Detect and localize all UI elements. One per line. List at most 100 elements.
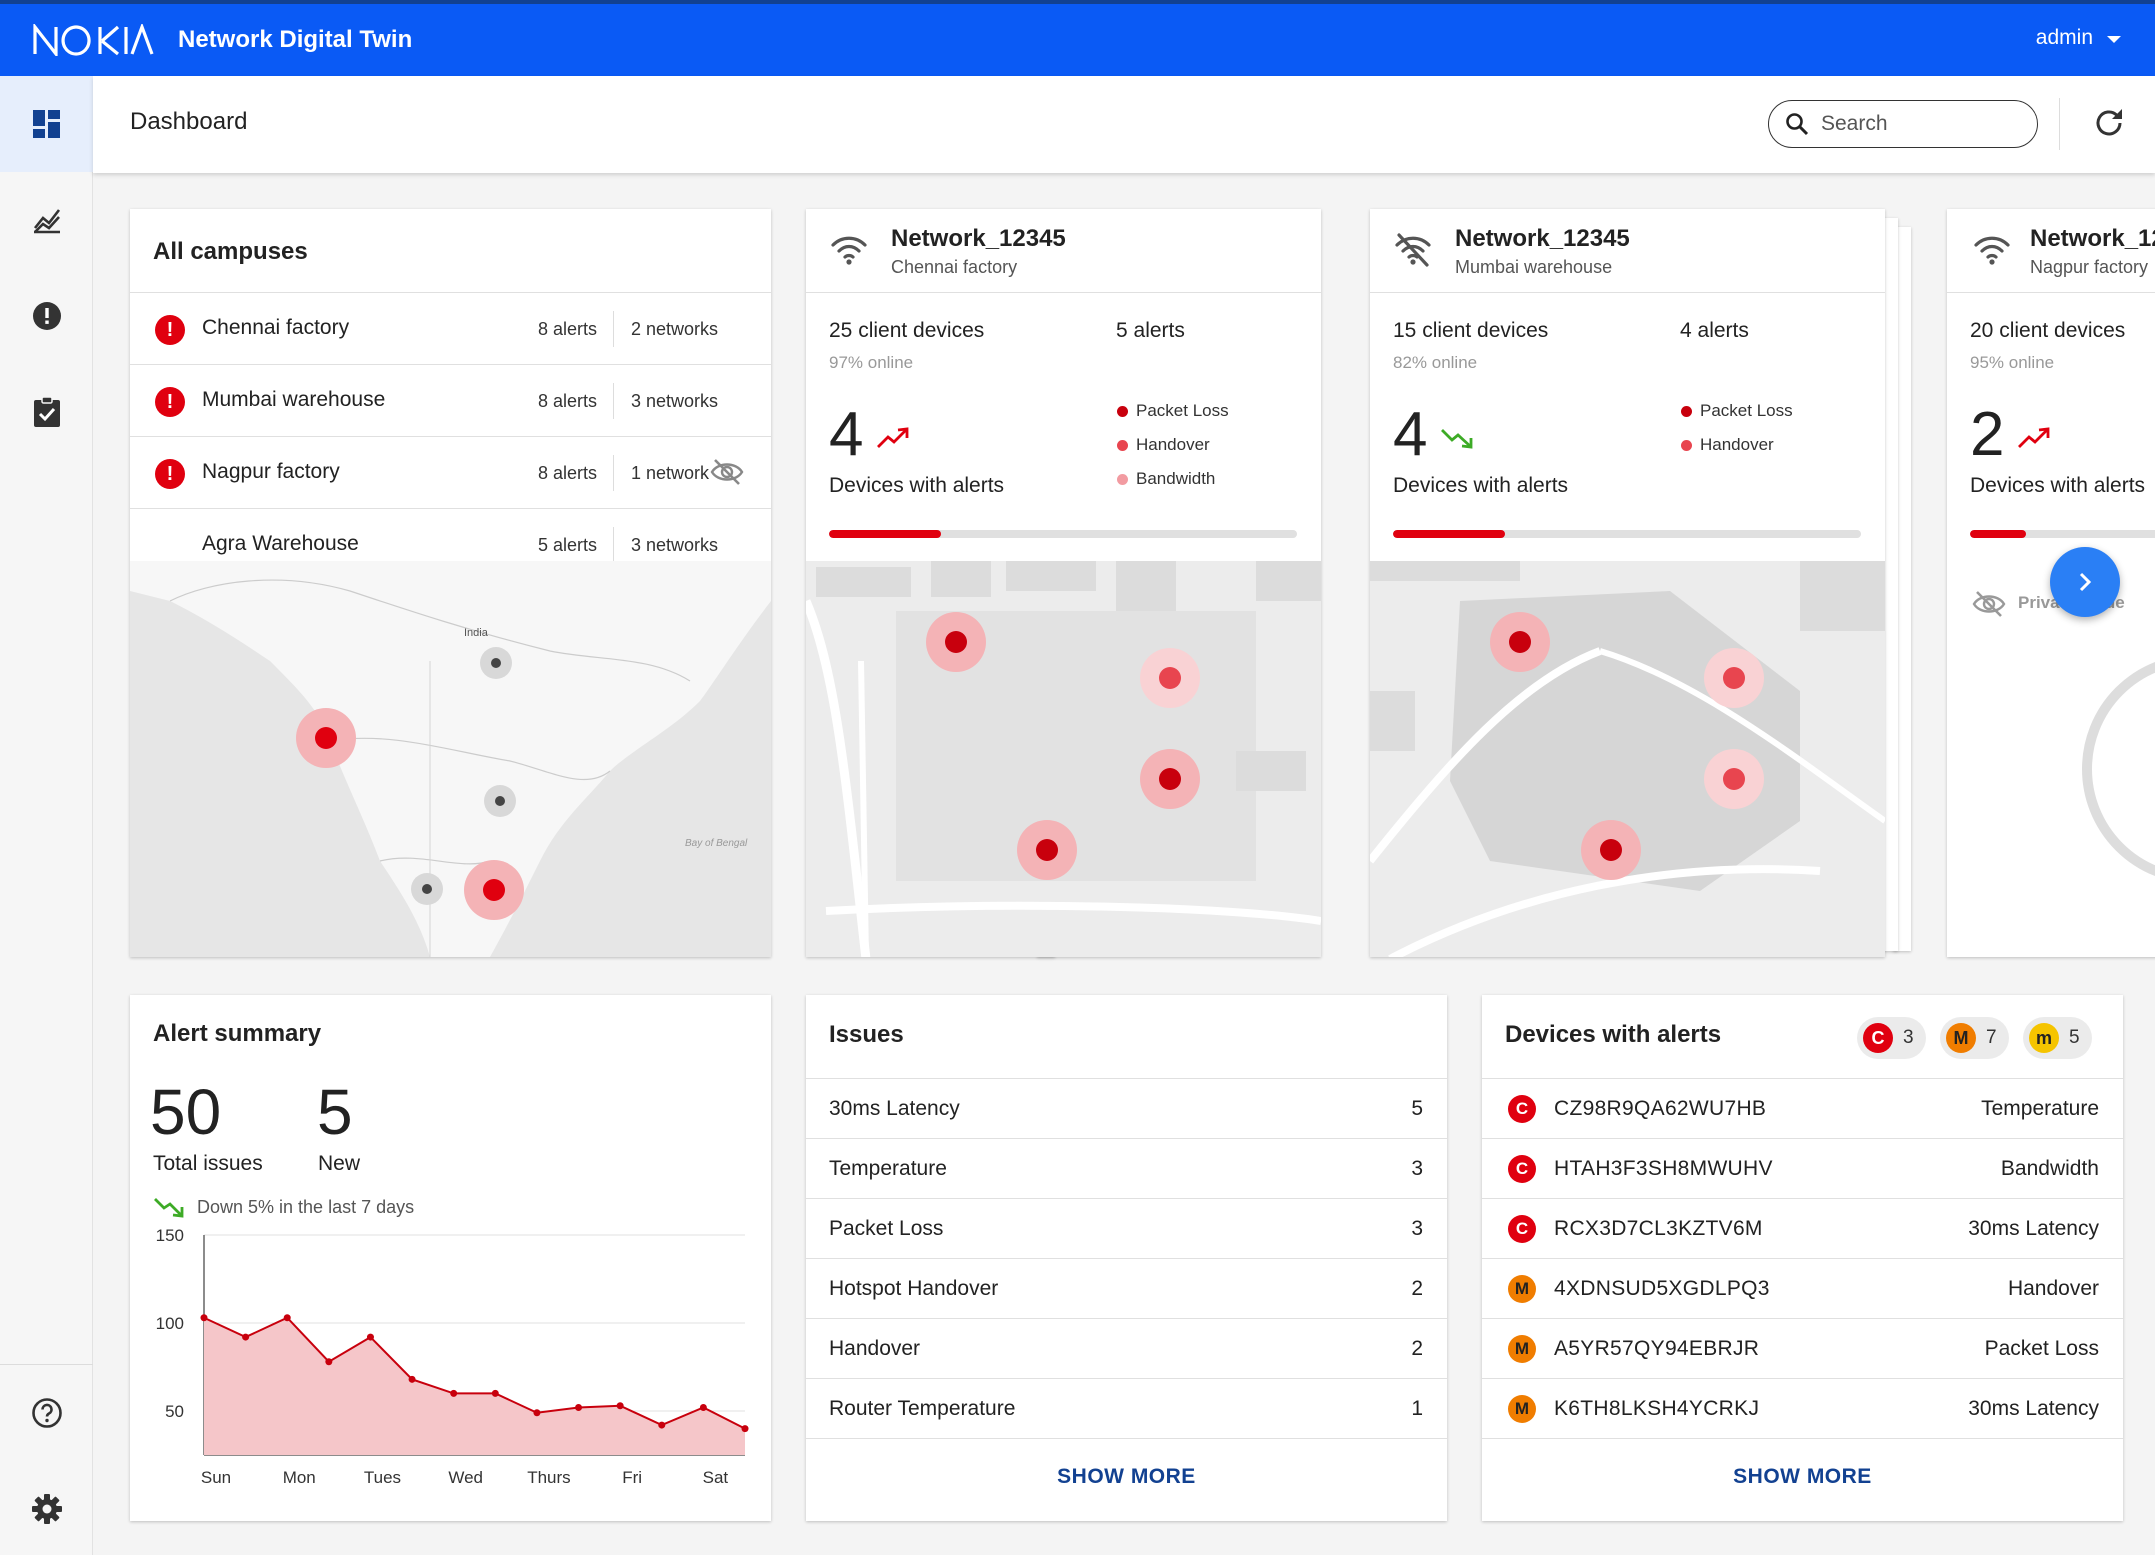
map-marker[interactable] bbox=[1159, 667, 1181, 689]
campus-row-nagpur[interactable]: ! Nagpur factory 8 alerts 1 network bbox=[130, 437, 771, 509]
device-row[interactable]: M 4XDNSUD5XGDLPQ3 Handover bbox=[1482, 1259, 2123, 1319]
devices-show-more-button[interactable]: SHOW MORE bbox=[1733, 1465, 1872, 1488]
x-tick-label: Fri bbox=[622, 1468, 642, 1487]
header-divider bbox=[2059, 98, 2060, 150]
issues-show-more-button[interactable]: SHOW MORE bbox=[1057, 1465, 1196, 1488]
search-input[interactable] bbox=[1821, 112, 2001, 136]
data-point bbox=[533, 1409, 541, 1417]
campus-row-agra[interactable]: Agra Warehouse 5 alerts 3 networks bbox=[130, 509, 771, 581]
campus-row-chennai[interactable]: ! Chennai factory 8 alerts 2 networks bbox=[130, 293, 771, 365]
device-issue: Packet Loss bbox=[1984, 1337, 2099, 1360]
issue-row[interactable]: Router Temperature 1 bbox=[806, 1379, 1447, 1439]
issue-row[interactable]: Temperature 3 bbox=[806, 1139, 1447, 1199]
alert-summary-title: Alert summary bbox=[153, 1020, 322, 1047]
campus-row-divider bbox=[613, 527, 614, 563]
issue-row[interactable]: 30ms Latency 5 bbox=[806, 1079, 1447, 1139]
map-marker-mumbai[interactable] bbox=[315, 727, 337, 749]
device-row[interactable]: C RCX3D7CL3KZTV6M 30ms Latency bbox=[1482, 1199, 2123, 1259]
issue-label: Temperature bbox=[829, 1157, 947, 1180]
alert-history-chart: 150 100 50 Sun Mon Tues Wed Thurs Fri Sat bbox=[156, 1226, 749, 1487]
network-card-header: Network_12345 Chennai factory bbox=[806, 209, 1321, 293]
map-marker[interactable] bbox=[1509, 631, 1531, 653]
campus-map[interactable]: India Bay of Bengal bbox=[130, 561, 771, 957]
x-tick-label: Sun bbox=[201, 1468, 231, 1487]
next-network-button[interactable] bbox=[2050, 547, 2120, 617]
map-marker[interactable] bbox=[1159, 768, 1181, 790]
issue-row[interactable]: Hotspot Handover 2 bbox=[806, 1259, 1447, 1319]
sidebar-item-alerts[interactable] bbox=[0, 268, 93, 364]
sidebar-item-help[interactable] bbox=[0, 1365, 93, 1461]
new-issues-count: 5 bbox=[317, 1076, 353, 1148]
device-id: CZ98R9QA62WU7HB bbox=[1554, 1097, 1767, 1120]
sidebar-item-tasks[interactable] bbox=[0, 364, 93, 460]
total-issues-count: 50 bbox=[150, 1076, 222, 1148]
campus-networks: 3 networks bbox=[631, 391, 719, 411]
user-menu[interactable]: admin bbox=[2036, 26, 2121, 50]
alert-count: 5 alerts bbox=[1116, 319, 1185, 342]
device-issue: 30ms Latency bbox=[1968, 1397, 2099, 1420]
device-row[interactable]: M A5YR57QY94EBRJR Packet Loss bbox=[1482, 1319, 2123, 1379]
map-marker-chennai[interactable] bbox=[483, 879, 505, 901]
legend-dot bbox=[1117, 473, 1128, 485]
campus-alerts: 8 alerts bbox=[537, 463, 597, 483]
map-marker[interactable] bbox=[945, 631, 967, 653]
map-marker[interactable] bbox=[1723, 667, 1745, 689]
chip-count: 7 bbox=[1986, 1027, 1997, 1048]
sidebar-item-analytics[interactable] bbox=[0, 172, 93, 268]
alert-icon: ! bbox=[155, 459, 185, 489]
sidebar-item-dashboard[interactable] bbox=[0, 76, 93, 172]
devices-with-alerts-label: Devices with alerts bbox=[829, 474, 1005, 497]
device-row[interactable]: C HTAH3F3SH8MWUHV Bandwidth bbox=[1482, 1139, 2123, 1199]
refresh-button[interactable] bbox=[2092, 106, 2126, 145]
series-area bbox=[204, 1317, 745, 1455]
map-marker[interactable] bbox=[495, 796, 505, 806]
client-devices: 20 client devices bbox=[1970, 319, 2126, 342]
online-percent: 82% online bbox=[1393, 353, 1478, 372]
data-point bbox=[575, 1403, 583, 1411]
issue-row[interactable]: Packet Loss 3 bbox=[806, 1199, 1447, 1259]
map-marker[interactable] bbox=[491, 658, 501, 668]
device-row[interactable]: C CZ98R9QA62WU7HB Temperature bbox=[1482, 1079, 2123, 1139]
data-point bbox=[491, 1389, 499, 1397]
network-card-chennai[interactable]: Network_12345 Chennai factory 25 client … bbox=[806, 209, 1321, 957]
major-severity-icon: M bbox=[1508, 1275, 1536, 1303]
issues-card: Issues 30ms Latency 5 Temperature 3 Packet L… bbox=[806, 995, 1447, 1521]
map-marker[interactable] bbox=[1600, 839, 1622, 861]
floor-map[interactable] bbox=[806, 561, 1321, 957]
network-card-mumbai[interactable]: Network_12345 Mumbai warehouse 15 client… bbox=[1370, 209, 1885, 957]
trend-down-icon bbox=[154, 1198, 184, 1218]
legend-label: Handover bbox=[1136, 435, 1210, 454]
alert-progress-bar bbox=[829, 530, 1297, 538]
devices-with-alerts-label: Devices with alerts bbox=[1393, 474, 1569, 497]
device-id: HTAH3F3SH8MWUHV bbox=[1554, 1157, 1773, 1180]
campus-row-mumbai[interactable]: ! Mumbai warehouse 8 alerts 3 networks bbox=[130, 365, 771, 437]
search-box[interactable] bbox=[1768, 100, 2038, 148]
sidebar-item-settings[interactable] bbox=[0, 1461, 93, 1555]
network-location: Mumbai warehouse bbox=[1455, 257, 1613, 277]
campus-row-divider bbox=[613, 311, 614, 347]
map-marker[interactable] bbox=[1723, 768, 1745, 790]
devices-with-alerts-count: 2 bbox=[1970, 400, 2005, 469]
issue-row[interactable]: Handover 2 bbox=[806, 1319, 1447, 1379]
legend-label: Packet Loss bbox=[1136, 401, 1229, 420]
critical-icon: C bbox=[1863, 1023, 1893, 1053]
map-marker[interactable] bbox=[422, 884, 432, 894]
floor-map[interactable] bbox=[1370, 561, 1885, 957]
gear-icon bbox=[31, 1494, 62, 1524]
devices-with-alerts-label: Devices with alerts bbox=[1970, 474, 2146, 497]
device-row[interactable]: M K6TH8LKSH4YCRKJ 30ms Latency bbox=[1482, 1379, 2123, 1439]
critical-severity-icon: C bbox=[1508, 1155, 1536, 1183]
legend-label: Handover bbox=[1700, 435, 1774, 454]
legend-dot bbox=[1117, 405, 1128, 417]
online-percent: 95% online bbox=[1970, 353, 2055, 372]
campus-name: Nagpur factory bbox=[202, 460, 340, 483]
help-icon bbox=[31, 1398, 62, 1428]
map-marker[interactable] bbox=[1036, 839, 1058, 861]
refresh-icon bbox=[2096, 109, 2122, 136]
trend-summary: Down 5% in the last 7 days bbox=[153, 1196, 414, 1218]
eye-off-icon[interactable] bbox=[710, 457, 744, 487]
network-name: Network_12345 bbox=[1455, 225, 1630, 252]
